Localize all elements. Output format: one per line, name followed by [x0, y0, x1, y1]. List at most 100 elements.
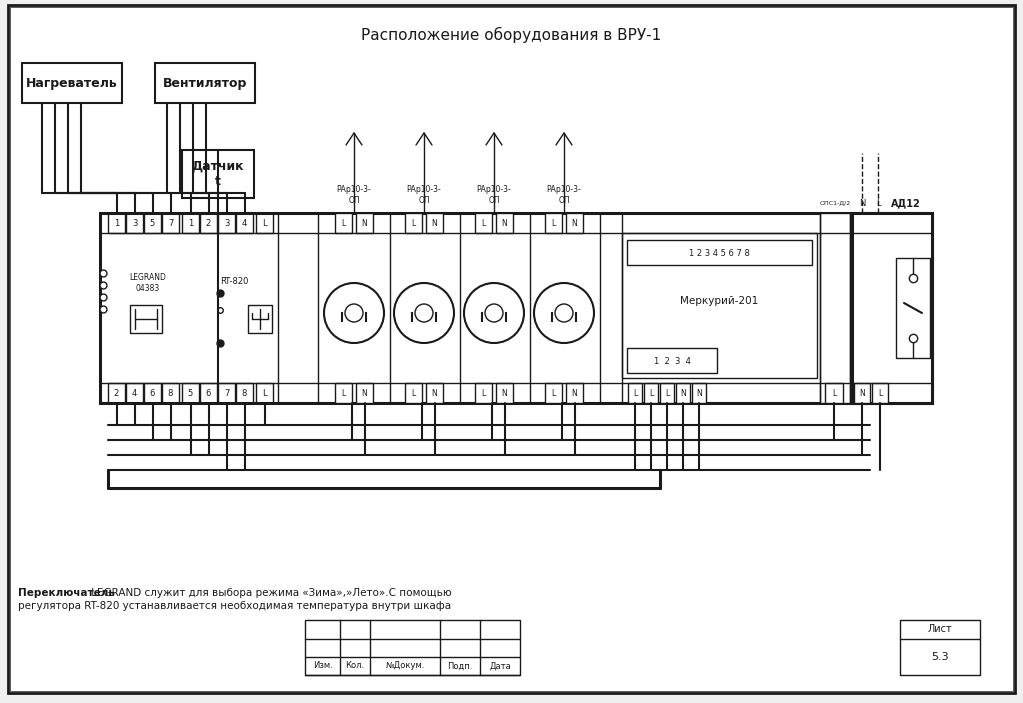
Text: N: N [432, 219, 438, 228]
Text: Подп.: Подп. [447, 662, 473, 671]
Bar [144, 383, 161, 403]
Bar [356, 213, 373, 233]
Bar [475, 213, 492, 233]
Text: L: L [649, 389, 653, 397]
Bar [825, 383, 843, 403]
Text: 5: 5 [188, 389, 193, 397]
Text: N: N [572, 219, 577, 228]
Text: Переключатель: Переключатель [18, 588, 115, 598]
Bar [854, 383, 870, 403]
Circle shape [555, 304, 573, 322]
Text: 3: 3 [132, 219, 137, 228]
Bar [100, 213, 932, 403]
Bar [182, 383, 199, 403]
Bar [496, 213, 513, 233]
Circle shape [345, 304, 363, 322]
Text: L: L [411, 219, 415, 228]
Text: N: N [680, 389, 685, 397]
Text: 1 2 3 4 5 6 7 8: 1 2 3 4 5 6 7 8 [690, 248, 750, 257]
Bar [201, 213, 217, 233]
Bar [545, 213, 562, 233]
Bar [162, 213, 179, 233]
Bar [130, 305, 162, 333]
Text: 5: 5 [150, 219, 155, 228]
Bar [566, 213, 583, 233]
Bar [622, 233, 817, 378]
Bar [627, 240, 812, 265]
Bar [108, 383, 125, 403]
Bar [248, 305, 272, 333]
Bar [628, 383, 642, 403]
Bar [108, 213, 125, 233]
Text: L: L [482, 389, 486, 397]
Bar [236, 213, 253, 233]
Bar [335, 383, 352, 403]
Text: 2: 2 [114, 389, 119, 397]
Bar [426, 213, 443, 233]
Text: L: L [411, 389, 415, 397]
Text: N: N [859, 198, 865, 207]
Circle shape [394, 283, 454, 343]
Text: РАр10-3-
ОП: РАр10-3- ОП [406, 186, 441, 205]
Bar [405, 213, 422, 233]
Text: 1  2  3  4: 1 2 3 4 [654, 356, 691, 366]
Text: N: N [501, 389, 507, 397]
Bar [126, 383, 143, 403]
Text: 4: 4 [132, 389, 137, 397]
Text: RT-820: RT-820 [220, 276, 249, 285]
Circle shape [534, 283, 594, 343]
Text: Расположение оборудования в ВРУ-1: Расположение оборудования в ВРУ-1 [361, 27, 661, 43]
Text: L: L [633, 389, 637, 397]
Text: №Докум.: №Докум. [386, 662, 425, 671]
Text: РАр10-3-
ОП: РАр10-3- ОП [477, 186, 512, 205]
Bar [676, 383, 690, 403]
Text: Нагреватель: Нагреватель [27, 77, 118, 89]
Text: 6: 6 [206, 389, 211, 397]
Bar [126, 213, 143, 233]
Text: L: L [482, 219, 486, 228]
Bar [144, 213, 161, 233]
Bar [852, 213, 932, 403]
Text: N: N [572, 389, 577, 397]
Bar [335, 213, 352, 233]
Bar [692, 383, 706, 403]
Text: Вентилятор: Вентилятор [163, 77, 248, 89]
Text: 3: 3 [224, 219, 229, 228]
Text: 5.3: 5.3 [931, 652, 948, 662]
Bar [627, 348, 717, 373]
Text: LEGRAND служит для выбора режима «Зима»,»Лето».С помощью: LEGRAND служит для выбора режима «Зима»,… [88, 588, 451, 598]
Text: L: L [262, 389, 267, 397]
Text: Кол.: Кол. [346, 662, 364, 671]
Text: Меркурий-201: Меркурий-201 [680, 295, 759, 306]
Circle shape [324, 283, 384, 343]
Text: L: L [832, 389, 836, 397]
Text: 1: 1 [114, 219, 119, 228]
Circle shape [464, 283, 524, 343]
Text: 4: 4 [241, 219, 248, 228]
Bar [356, 383, 373, 403]
Text: L: L [262, 219, 267, 228]
Text: N: N [361, 389, 367, 397]
Text: L: L [551, 219, 555, 228]
Bar [218, 383, 235, 403]
Bar [155, 63, 255, 103]
Text: АД12: АД12 [891, 198, 921, 208]
Text: L: L [551, 389, 555, 397]
Bar [305, 620, 520, 675]
Text: N: N [696, 389, 702, 397]
Bar [182, 213, 199, 233]
Text: регулятора RT-820 устанавливается необходимая температура внутри шкафа: регулятора RT-820 устанавливается необхо… [18, 601, 451, 611]
Text: Датчик
t: Датчик t [191, 160, 244, 188]
Bar [820, 213, 850, 403]
Bar [162, 383, 179, 403]
Text: N: N [432, 389, 438, 397]
Text: Изм.: Изм. [313, 662, 332, 671]
Bar [566, 383, 583, 403]
Text: L: L [665, 389, 669, 397]
Text: Лист: Лист [928, 624, 952, 635]
Bar [256, 213, 273, 233]
Text: 6: 6 [149, 389, 155, 397]
Text: 8: 8 [241, 389, 248, 397]
Bar [475, 383, 492, 403]
Text: ОПС1-Д/2: ОПС1-Д/2 [819, 200, 851, 205]
